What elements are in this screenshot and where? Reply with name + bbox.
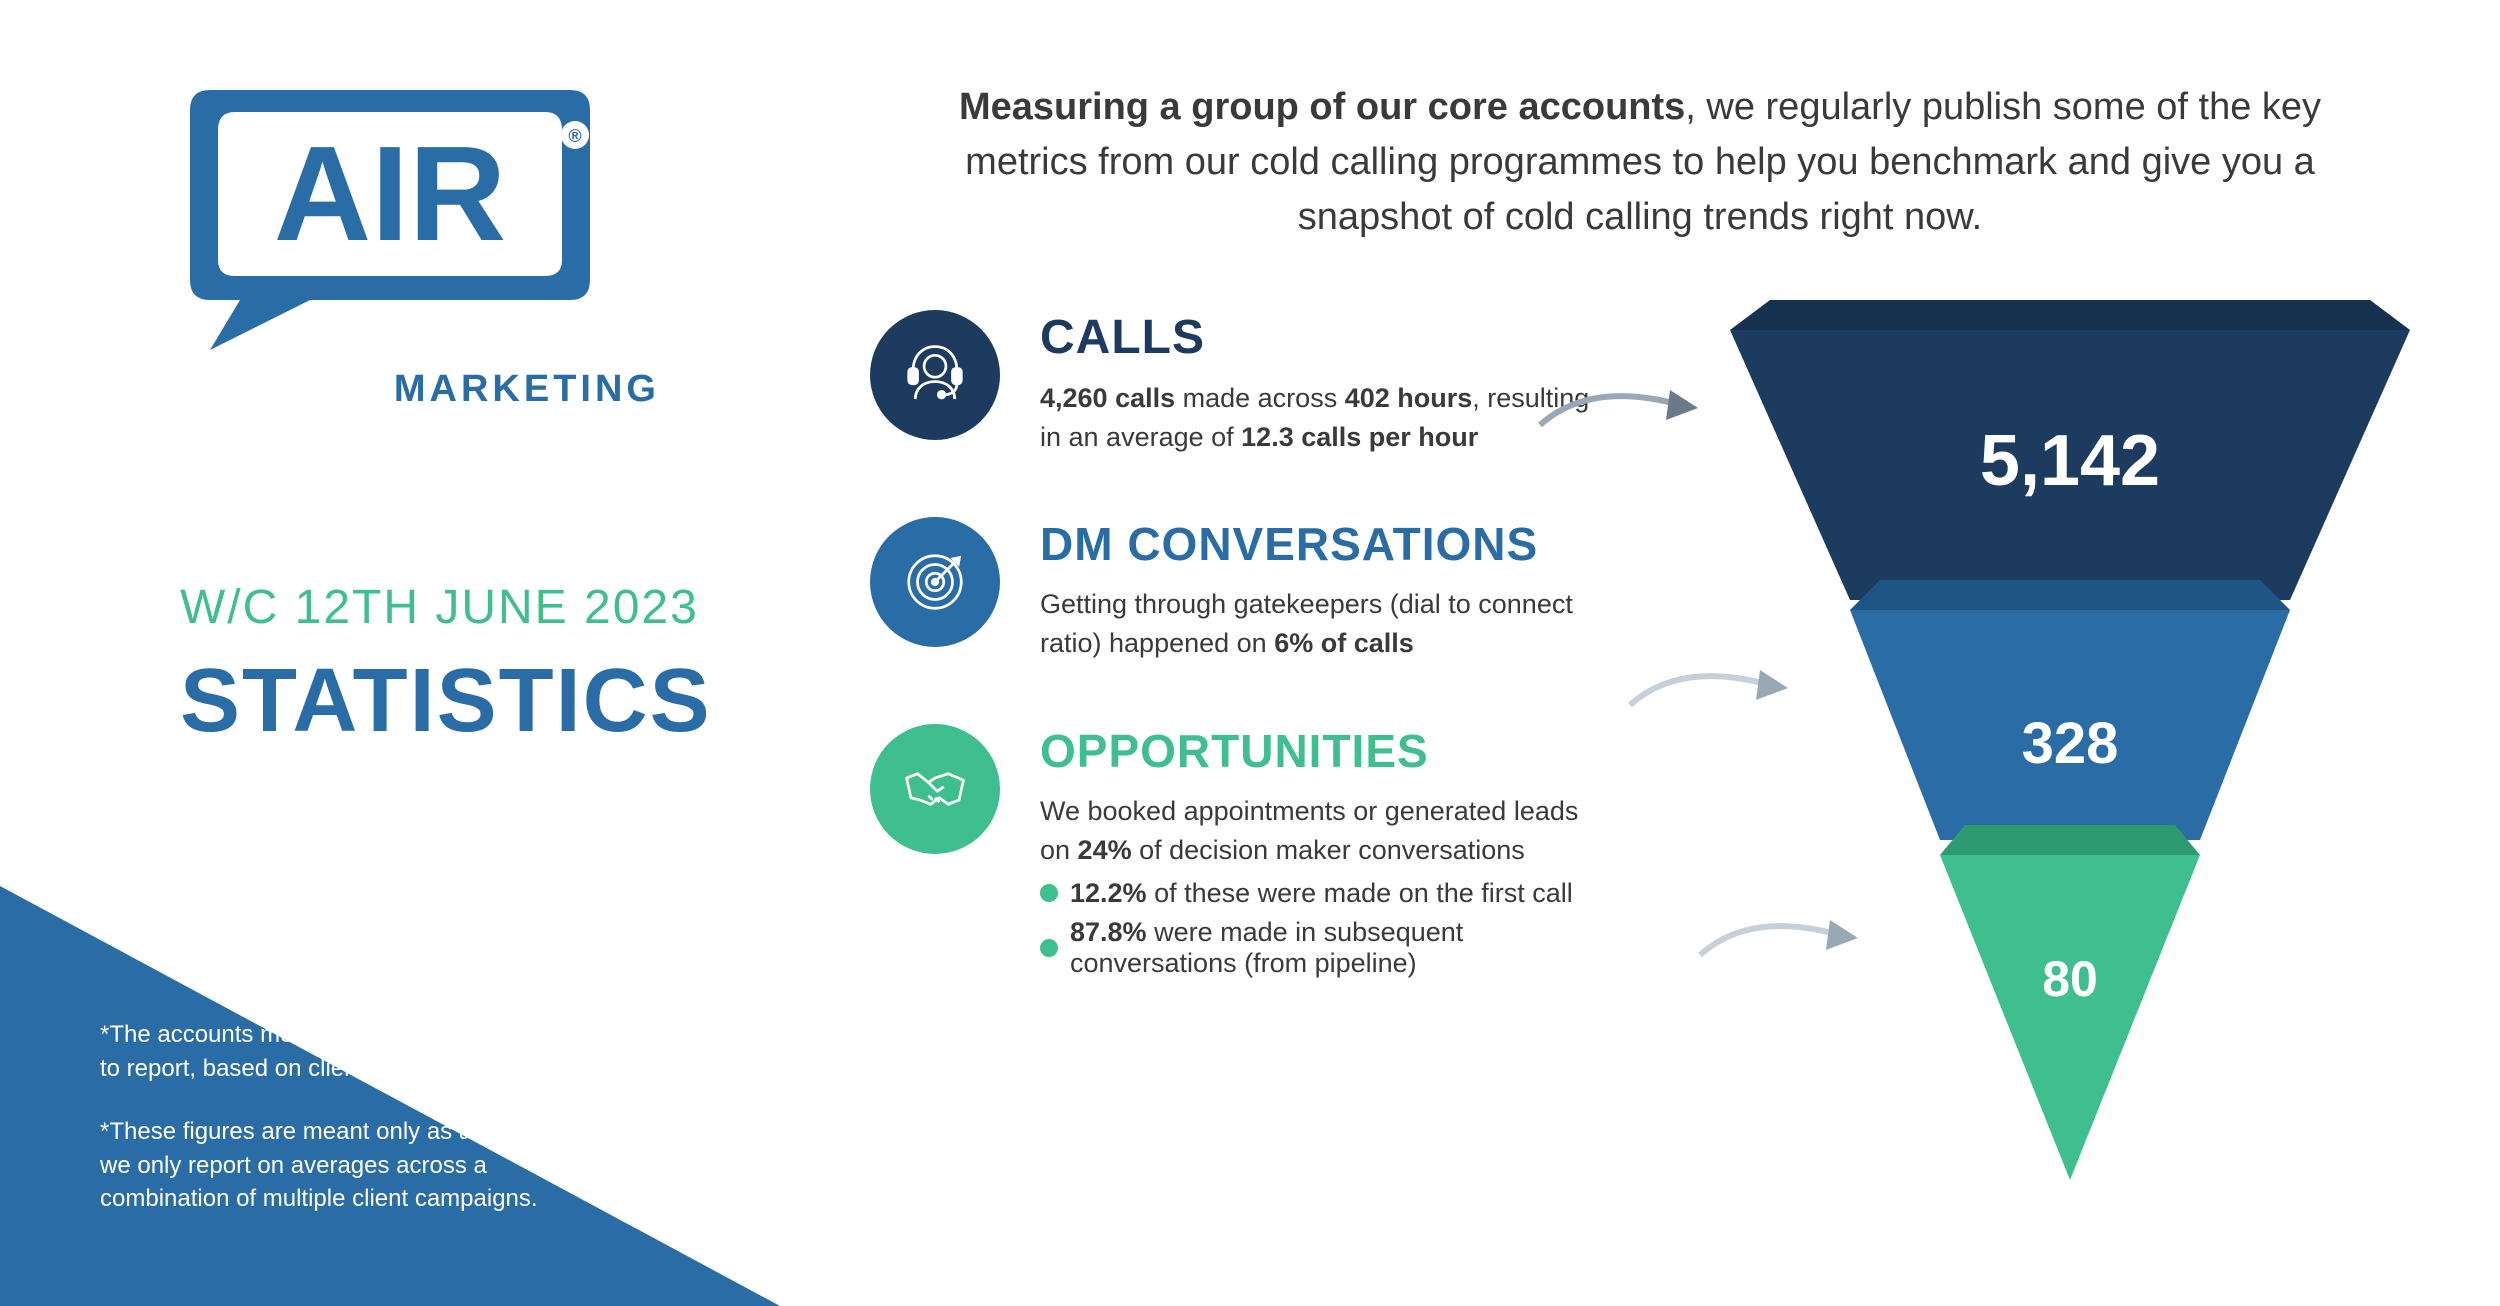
headset-icon bbox=[870, 310, 1000, 440]
footnote-1: *The accounts measured may vary from rep… bbox=[100, 1018, 620, 1085]
opp-bullet-1: 12.2% of these were made on the first ca… bbox=[1040, 878, 1590, 909]
bullet-dot-icon bbox=[1040, 884, 1058, 902]
calls-heading: CALLS bbox=[1040, 310, 1590, 365]
arrow-icon bbox=[1530, 370, 1710, 450]
svg-text:®: ® bbox=[568, 126, 581, 146]
bullet-dot-icon bbox=[1040, 939, 1058, 957]
opportunities-heading: OPPORTUNITIES bbox=[1040, 724, 1590, 778]
funnel-value-3: 80 bbox=[1730, 950, 2410, 1008]
funnel-chart: 5,142 328 80 bbox=[1730, 300, 2410, 1220]
footnotes: *The accounts measured may vary from rep… bbox=[100, 1018, 620, 1246]
dm-description: Getting through gatekeepers (dial to con… bbox=[1040, 585, 1590, 663]
page-title: STATISTICS bbox=[180, 650, 712, 753]
logo-subbrand: MARKETING bbox=[180, 368, 660, 411]
calls-description: 4,260 calls made across 402 hours, resul… bbox=[1040, 379, 1590, 457]
footnote-2: *These figures are meant only as a guide… bbox=[100, 1115, 620, 1216]
target-icon bbox=[870, 517, 1000, 647]
brand-logo: AIR ® MARKETING bbox=[180, 80, 680, 411]
funnel-value-1: 5,142 bbox=[1730, 420, 2410, 502]
funnel-value-2: 328 bbox=[1730, 710, 2410, 777]
intro-paragraph: Measuring a group of our core accounts, … bbox=[900, 80, 2380, 245]
metric-opportunities: OPPORTUNITIES We booked appointments or … bbox=[870, 724, 1590, 979]
metric-dm-conversations: DM CONVERSATIONS Getting through gatekee… bbox=[870, 517, 1590, 663]
opportunities-description: We booked appointments or generated lead… bbox=[1040, 792, 1590, 870]
metric-calls: CALLS 4,260 calls made across 402 hours,… bbox=[870, 310, 1590, 457]
opp-bullet-2: 87.8% were made in subsequent conversati… bbox=[1040, 917, 1590, 979]
logo-text: AIR bbox=[274, 118, 507, 269]
handshake-icon bbox=[870, 724, 1000, 854]
date-line: W/C 12TH JUNE 2023 bbox=[180, 580, 699, 635]
dm-heading: DM CONVERSATIONS bbox=[1040, 517, 1590, 571]
